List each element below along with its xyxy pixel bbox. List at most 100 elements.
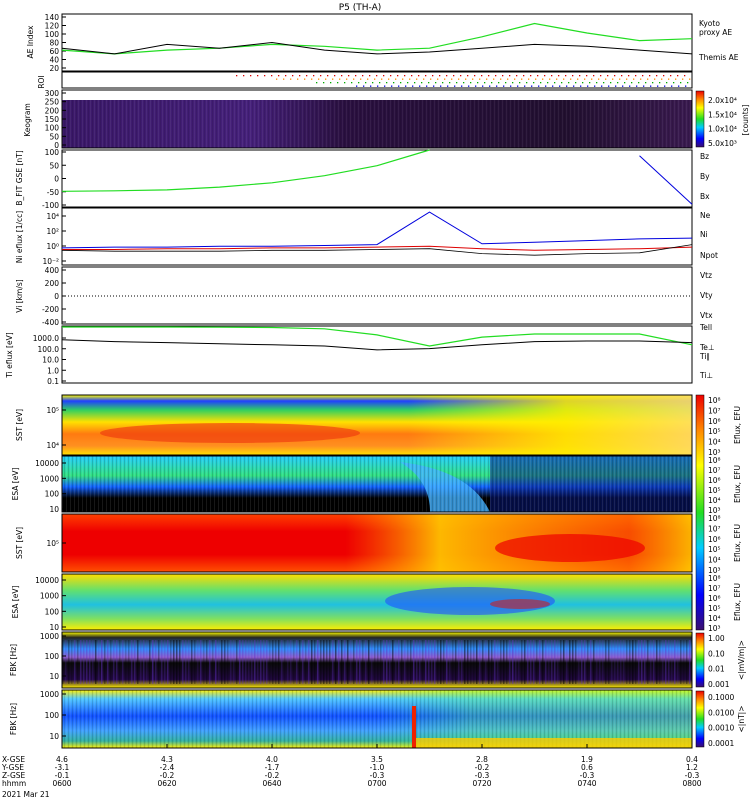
roi-dot	[544, 75, 546, 77]
fbk-e-stripe	[311, 640, 313, 684]
roi-dot	[290, 78, 292, 80]
roi-dot	[437, 78, 439, 80]
y-gse-value: 0.6	[581, 763, 593, 772]
roi-dot	[479, 78, 481, 80]
fbk-e-stripe	[170, 640, 172, 684]
ae-themis-line	[61, 41, 693, 55]
roi-dot	[316, 82, 318, 84]
ephemeris-row-label: Z-GSE	[2, 771, 26, 780]
roi-dot	[467, 75, 469, 77]
roi-dot	[610, 82, 612, 84]
fbk-e-stripe	[671, 640, 673, 684]
roi-dot	[432, 75, 434, 77]
fbk-e-stripe	[200, 640, 202, 684]
fbk-e-stripe	[248, 640, 250, 684]
fbk-e-stripe	[503, 640, 505, 684]
particle-colorbar	[695, 394, 705, 631]
roi-dot	[482, 85, 484, 87]
fbk-e-stripe	[239, 640, 241, 684]
roi-dot	[663, 75, 665, 77]
density-ytick-label: 10⁻²	[42, 257, 59, 266]
fbk-e-stripe	[545, 640, 547, 684]
roi-dot	[570, 78, 572, 80]
esa-e-cbar-label: Eflux, EFU	[733, 465, 742, 503]
esa-i-ytick-label: 10	[49, 623, 59, 632]
roi-dot	[650, 85, 652, 87]
fbk-e-stripe	[293, 640, 295, 684]
fbk-e-stripe	[677, 640, 679, 684]
fbk-e-stripe	[377, 640, 379, 684]
roi-dot	[524, 85, 526, 87]
z-gse-value: -0.3	[580, 771, 595, 780]
temperature-frame	[61, 325, 693, 384]
fbk-e-stripe	[452, 640, 454, 684]
fbk-e-colorbar-ticks: 1.00 0.10 0.01 0.001	[708, 634, 730, 689]
fbk-e-stripe	[386, 640, 388, 684]
fbk-e-stripe	[656, 640, 658, 684]
fbk-e-stripe	[110, 640, 112, 684]
fbk-e-stripe	[611, 640, 613, 684]
roi-dot	[505, 82, 507, 84]
fbk-e-stripe	[521, 640, 523, 684]
temperature-yticks: 1000.0 100.0 10.01.0 0.1	[33, 334, 66, 386]
y-gse-value: -1.0	[370, 763, 385, 772]
density-ytick-label: 10⁰	[46, 242, 59, 251]
esa-e-ytick-label: 10	[49, 505, 59, 514]
roi-dot	[601, 85, 603, 87]
density-yticks: 10⁴ 10² 10⁰ 10⁻²	[42, 212, 66, 266]
roi-dot	[642, 75, 644, 77]
roi-dot	[670, 75, 672, 77]
fbk-e-stripe	[404, 640, 406, 684]
esa-e-ytick-label: 1000	[40, 474, 59, 483]
ae-ytick-label: 100	[45, 30, 60, 39]
sst-e-ytick-label: 10⁴	[46, 441, 59, 450]
particle-cbar-tick: 10⁵	[708, 427, 721, 436]
fbk-e-stripe	[332, 640, 334, 684]
fbk-e-stripe	[686, 640, 688, 684]
roi-dot	[675, 78, 677, 80]
fbk-e-stripe	[212, 640, 214, 684]
roi-dot	[461, 85, 463, 87]
roi-dot	[687, 82, 689, 84]
roi-dot	[542, 78, 544, 80]
fbk-e-stripe	[167, 640, 169, 684]
fbk-e-stripe	[341, 640, 343, 684]
roi-dot	[327, 75, 329, 77]
roi-dot	[311, 78, 313, 80]
fbk-e-stripe	[98, 640, 100, 684]
esa-i-spectrogram	[62, 574, 692, 630]
fbk-e-stripe	[572, 640, 574, 684]
roi-dot	[554, 82, 556, 84]
fbk-e-stripe	[584, 640, 586, 684]
panel-density: Ni eflux [1/cc] 10⁴ 10² 10⁰ 10⁻² Ne Ni Npot	[15, 207, 718, 266]
roi-dot	[390, 75, 392, 77]
x-gse-value: 4.0	[266, 755, 278, 764]
roi-dot	[419, 85, 421, 87]
fbk-e-stripe	[470, 640, 472, 684]
roi-dot	[348, 75, 350, 77]
fbk-e-stripe	[137, 640, 139, 684]
fbk-e-cbar-tick: 1.00	[708, 634, 725, 643]
roi-dot	[647, 78, 649, 80]
roi-dot	[517, 85, 519, 87]
panel-temperature: Ti eflux [eV] 1000.0 100.0 10.01.0 0.1 Tell…	[5, 323, 714, 386]
roi-dot	[624, 82, 626, 84]
fbk-e-stripe	[437, 640, 439, 684]
fbk-e-stripe	[347, 640, 349, 684]
fbk-b-cbar-label: <|nT|>	[737, 706, 746, 733]
x-gse-value: 1.9	[581, 755, 593, 764]
roi-dot	[470, 82, 472, 84]
fbk-e-stripe	[371, 640, 373, 684]
fbk-e-stripe	[149, 640, 151, 684]
fbk-e-stripe	[653, 640, 655, 684]
x-gse-value: 2.8	[476, 755, 488, 764]
fbk-e-stripe	[344, 640, 346, 684]
fbk-e-stripe	[464, 640, 466, 684]
roi-dot	[439, 75, 441, 77]
ae-ytick-label: 40	[49, 56, 59, 65]
roi-dot	[376, 75, 378, 77]
fbk-e-stripe	[410, 640, 412, 684]
roi-dot	[372, 82, 374, 84]
